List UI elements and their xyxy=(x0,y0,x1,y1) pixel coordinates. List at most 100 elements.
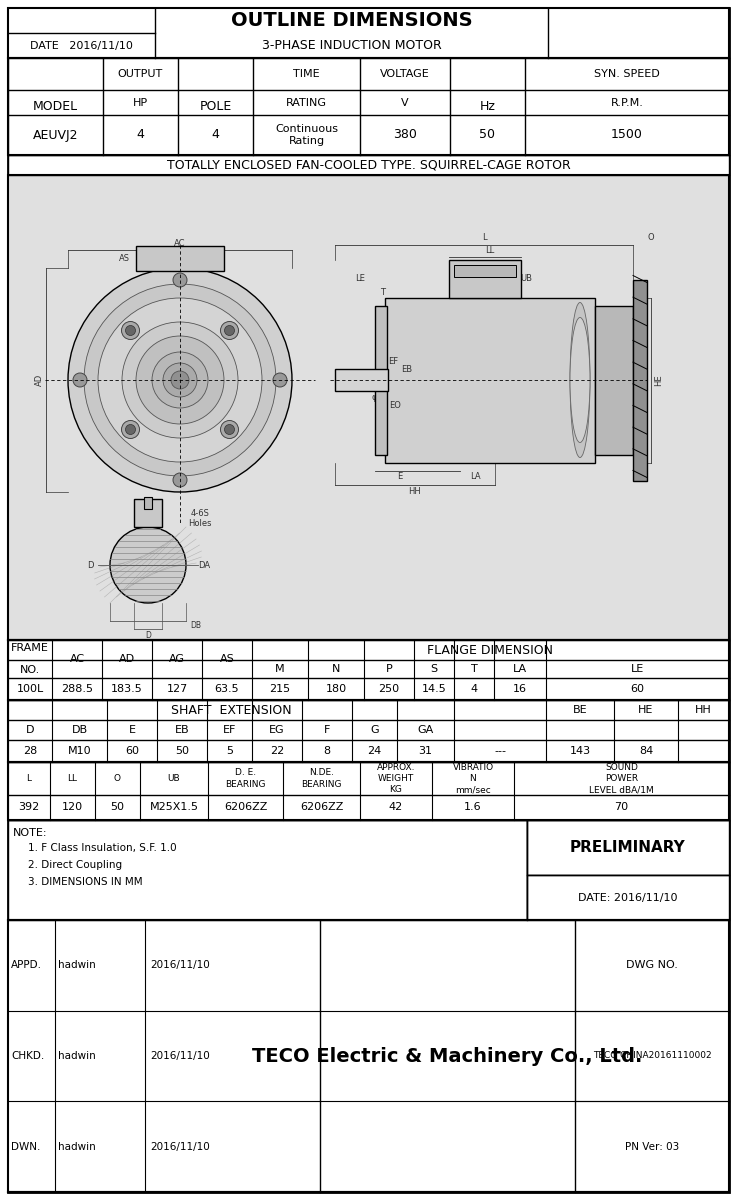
Circle shape xyxy=(84,284,276,476)
Text: EF: EF xyxy=(223,725,236,734)
Bar xyxy=(134,499,162,527)
Text: F: F xyxy=(324,725,330,734)
Bar xyxy=(527,820,729,920)
Text: TECO Electric & Machinery Co., Ltd.: TECO Electric & Machinery Co., Ltd. xyxy=(252,1046,643,1066)
Text: SYN. SPEED: SYN. SPEED xyxy=(594,68,660,79)
Bar xyxy=(449,259,521,298)
Text: 63.5: 63.5 xyxy=(214,684,240,694)
Circle shape xyxy=(220,420,239,438)
Text: FRAME: FRAME xyxy=(11,643,49,653)
Text: Holes: Holes xyxy=(188,520,212,528)
Bar xyxy=(8,155,729,175)
Text: 143: 143 xyxy=(570,746,590,756)
Text: AD: AD xyxy=(119,654,135,664)
Bar xyxy=(8,175,729,640)
Text: 1.6: 1.6 xyxy=(464,803,482,812)
Text: 8: 8 xyxy=(324,746,331,756)
Text: SOUND
POWER
LEVEL dBA/1M: SOUND POWER LEVEL dBA/1M xyxy=(589,763,654,794)
Text: 183.5: 183.5 xyxy=(111,684,143,694)
Text: LA: LA xyxy=(513,664,527,674)
Ellipse shape xyxy=(570,302,590,457)
Bar xyxy=(8,8,729,58)
Text: PN Ver: 03: PN Ver: 03 xyxy=(625,1141,679,1152)
Text: M25X1.5: M25X1.5 xyxy=(150,803,198,812)
Text: EG: EG xyxy=(269,725,284,734)
Text: AD: AD xyxy=(35,374,43,386)
Text: SHAFT  EXTENSION: SHAFT EXTENSION xyxy=(171,703,291,716)
Circle shape xyxy=(171,371,189,389)
Text: FLANGE DIMENSION: FLANGE DIMENSION xyxy=(427,643,553,656)
Text: Hz: Hz xyxy=(480,100,495,113)
Ellipse shape xyxy=(570,318,590,443)
Text: TIME: TIME xyxy=(293,68,320,79)
Text: 4: 4 xyxy=(136,128,144,142)
Text: HE: HE xyxy=(654,374,663,386)
Circle shape xyxy=(125,425,136,434)
Text: AEUVJ2: AEUVJ2 xyxy=(32,128,78,142)
Text: 380: 380 xyxy=(393,128,417,142)
Text: MODEL: MODEL xyxy=(33,100,78,113)
Bar xyxy=(527,820,729,875)
Text: D: D xyxy=(87,560,94,570)
Text: 120: 120 xyxy=(62,803,83,812)
Text: VOLTAGE: VOLTAGE xyxy=(380,68,430,79)
Text: 2. Direct Coupling: 2. Direct Coupling xyxy=(28,860,122,870)
Text: Continuous
Rating: Continuous Rating xyxy=(275,124,338,146)
Text: 31: 31 xyxy=(419,746,433,756)
Circle shape xyxy=(173,272,187,287)
Text: φP: φP xyxy=(371,394,383,402)
Text: HP: HP xyxy=(133,97,148,108)
Text: hadwin: hadwin xyxy=(58,960,96,971)
Text: HE: HE xyxy=(638,704,654,715)
Text: D. E.
BEARING: D. E. BEARING xyxy=(226,768,266,788)
Text: 24: 24 xyxy=(367,746,382,756)
Text: 4: 4 xyxy=(212,128,220,142)
Text: N.DE.
BEARING: N.DE. BEARING xyxy=(301,768,342,788)
Text: 100L: 100L xyxy=(16,684,43,694)
Circle shape xyxy=(110,527,186,602)
Circle shape xyxy=(122,420,139,438)
Text: O: O xyxy=(114,774,121,782)
Text: E: E xyxy=(128,725,136,734)
Bar xyxy=(8,920,729,1192)
Text: P: P xyxy=(385,664,392,674)
Text: T: T xyxy=(471,664,478,674)
Circle shape xyxy=(152,352,208,408)
Text: DA: DA xyxy=(198,560,210,570)
Text: CHKD.: CHKD. xyxy=(11,1051,44,1061)
Text: EF: EF xyxy=(388,358,398,366)
Text: LE: LE xyxy=(631,664,644,674)
Text: V: V xyxy=(401,97,409,108)
Text: 1500: 1500 xyxy=(611,128,643,142)
Text: hadwin: hadwin xyxy=(58,1051,96,1061)
Text: 22: 22 xyxy=(270,746,284,756)
Bar xyxy=(144,497,152,509)
Text: ---: --- xyxy=(494,746,506,756)
Circle shape xyxy=(122,322,238,438)
Circle shape xyxy=(125,325,136,336)
Text: HH: HH xyxy=(695,704,712,715)
Text: E: E xyxy=(397,472,402,481)
Circle shape xyxy=(98,298,262,462)
Text: NOTE:: NOTE: xyxy=(13,828,47,838)
Text: 28: 28 xyxy=(23,746,37,756)
Text: DWN.: DWN. xyxy=(11,1141,41,1152)
Text: LE: LE xyxy=(355,274,365,283)
Text: M: M xyxy=(275,664,284,674)
Text: AG: AG xyxy=(169,654,185,664)
Text: TECO CHINA20161110002: TECO CHINA20161110002 xyxy=(593,1051,711,1061)
Text: 3. DIMENSIONS IN MM: 3. DIMENSIONS IN MM xyxy=(28,877,143,887)
Text: 1. F Class Insulation, S.F. 1.0: 1. F Class Insulation, S.F. 1.0 xyxy=(28,842,177,853)
Text: AC: AC xyxy=(69,654,85,664)
Bar xyxy=(8,762,729,820)
Text: BE: BE xyxy=(573,704,587,715)
Text: EB: EB xyxy=(175,725,189,734)
Text: APPD.: APPD. xyxy=(11,960,42,971)
Text: UB: UB xyxy=(168,774,181,782)
Bar xyxy=(335,370,388,391)
Text: 50: 50 xyxy=(175,746,189,756)
Text: O: O xyxy=(648,233,654,242)
Circle shape xyxy=(163,362,197,397)
Text: AS: AS xyxy=(220,654,234,664)
Text: HH: HH xyxy=(408,487,422,496)
